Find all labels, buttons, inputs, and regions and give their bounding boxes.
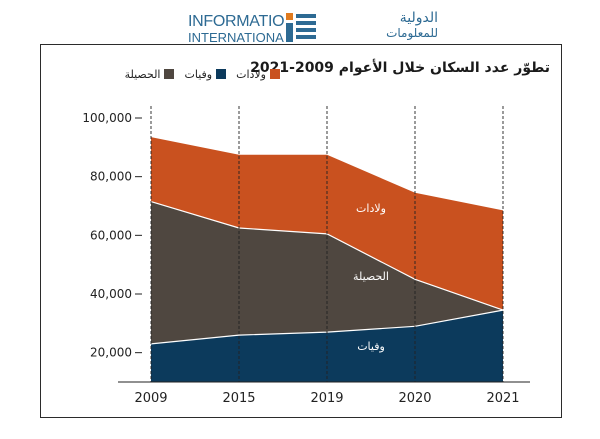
area-label-deaths: وفيات [357,340,385,353]
brand-name-en-line2: INTERNATIONAL sal [188,30,311,45]
y-tick-label: 20,000 [90,346,132,360]
legend-item-net: الحصيلة [125,68,175,81]
area-label-net: الحصيلة [353,270,389,283]
y-tick-label: 80,000 [90,170,132,184]
area-label-births: ولادات [356,202,386,215]
x-tick-label: 2020 [398,391,431,406]
legend-swatch-deaths [216,69,227,79]
brand-name-ar-line1: الدولية [399,10,438,26]
x-tick-label: 2015 [222,391,255,406]
legend-label-net: الحصيلة [124,67,161,81]
legend-label-births: ولادات [236,67,266,81]
x-tick-label: 2019 [310,391,343,406]
brand-mark-icon [284,10,318,44]
legend-item-deaths: وفيات [184,67,227,81]
x-tick-label: 2009 [134,391,167,406]
legend-label-deaths: وفيات [184,67,213,81]
legend-swatch-net [164,69,175,79]
brand-name-ar-line2: للمعلومات [386,26,438,40]
legend-swatch-births [270,69,280,79]
x-tick-label: 2021 [486,391,519,406]
y-tick-label: 100,000 [82,111,132,125]
y-tick-label: 40,000 [90,287,132,301]
legend-item-births: ولادات [236,68,280,81]
chart-legend: ولادات وفيات الحصيلة [68,66,280,82]
brand-logo: INFORMATION INTERNATIONAL sal الدولية لل… [170,6,450,46]
brand-name-en-line1: INFORMATION [188,13,296,30]
y-tick-label: 60,000 [90,228,132,242]
